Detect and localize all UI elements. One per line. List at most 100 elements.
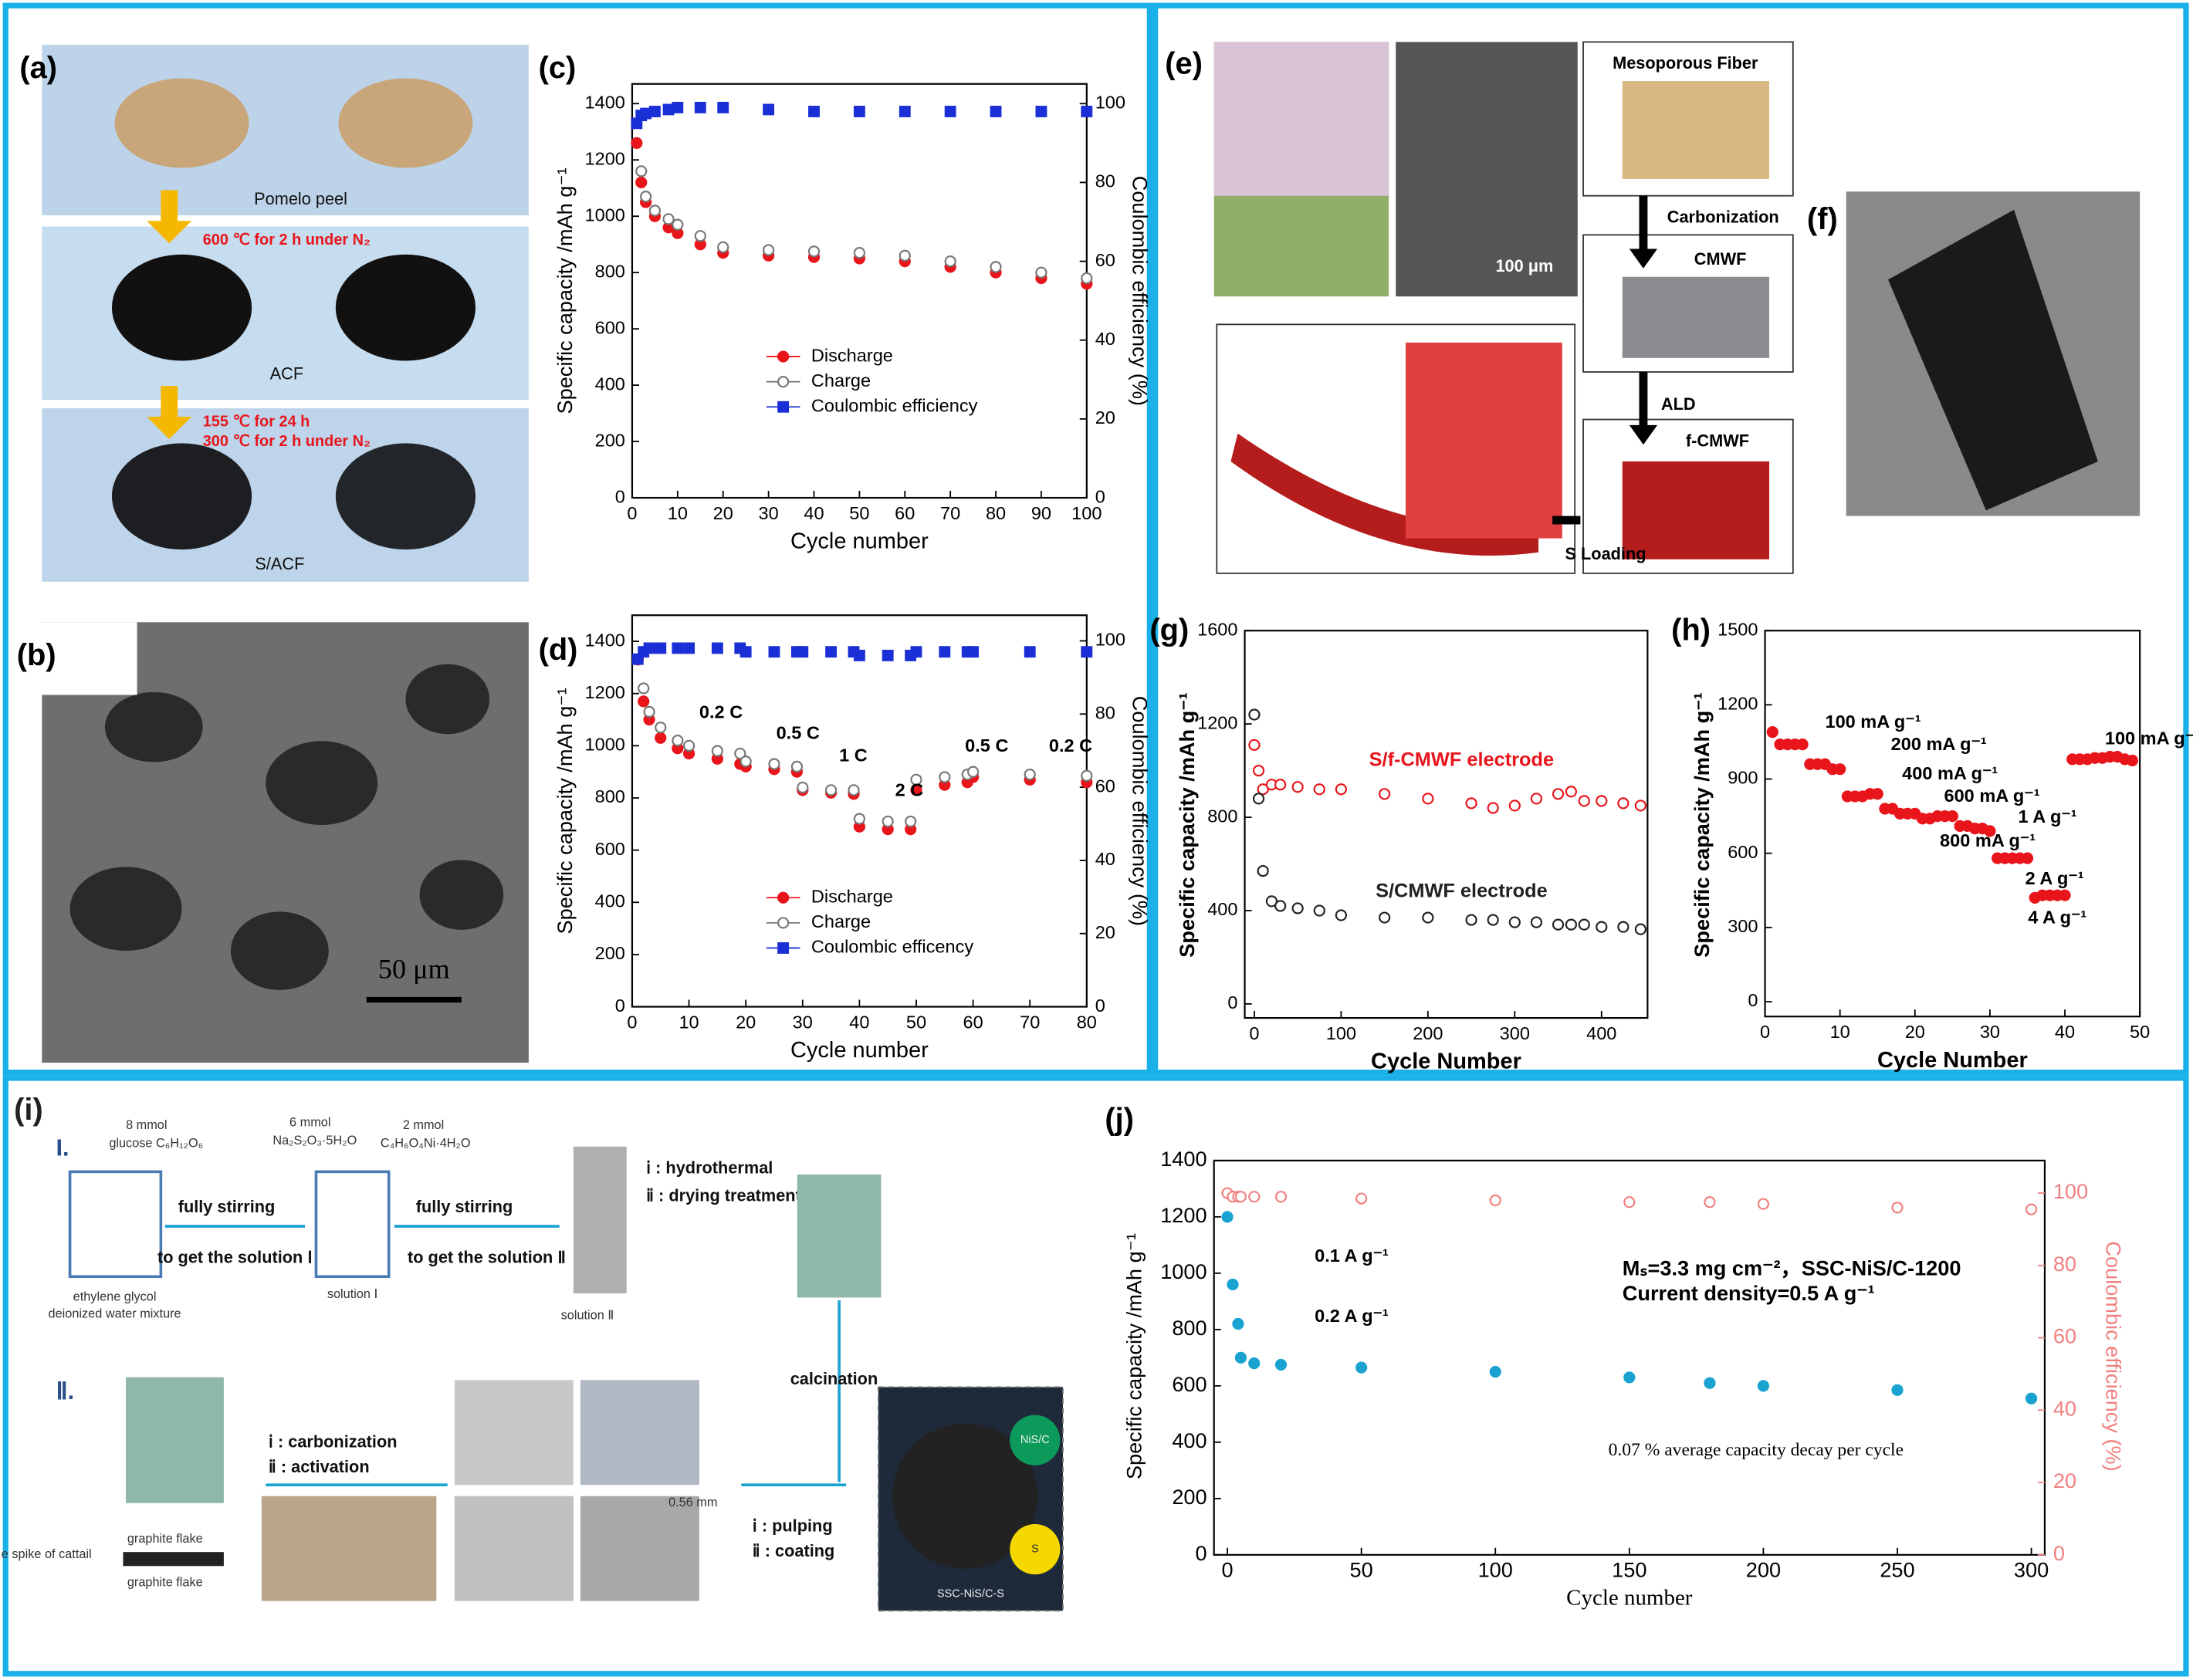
data-point (990, 106, 1002, 117)
x-axis-label: Cycle Number (1877, 1048, 2028, 1073)
reagent: 8 mmol (126, 1118, 167, 1132)
data-point (1232, 1317, 1244, 1330)
data-point (1257, 864, 1269, 877)
condition: 300 ℃ for 2 h under N₂ (203, 433, 371, 450)
data-point (734, 747, 746, 760)
y2-tick-label: 80 (1095, 702, 1115, 722)
data-point (1465, 914, 1477, 926)
step-text: ⅰ : pulping (753, 1516, 833, 1535)
y-tick-label: 1200 (585, 148, 625, 168)
data-point (1252, 764, 1265, 777)
step-text: ⅰ : hydrothermal (646, 1158, 773, 1177)
data-point (1704, 1196, 1716, 1208)
x-tick-label: 400 (1586, 1023, 1616, 1043)
caption: deionized water mixture (49, 1306, 181, 1320)
data-point (1578, 795, 1590, 807)
condition: 600 ℃ for 2 h under N₂ (203, 232, 371, 248)
y-tick-label: 1000 (1160, 1259, 1206, 1283)
y2-tick-label: 80 (2053, 1252, 2076, 1276)
x-tick-label: 10 (679, 1012, 699, 1033)
y-tick-label: 800 (1207, 806, 1237, 826)
legend-label: Coulombic efficiency (811, 395, 978, 415)
data-point (1291, 902, 1304, 914)
y-tick-label: 0 (1748, 990, 1758, 1010)
data-point (1757, 1198, 1770, 1210)
y-tick-label: 600 (595, 839, 625, 859)
data-point (638, 682, 650, 695)
data-point (1234, 1191, 1247, 1203)
data-point (1291, 781, 1304, 793)
x-tick-label: 0 (627, 1012, 637, 1033)
y2-tick-label: 20 (1095, 922, 1115, 942)
x-tick-label: 0 (1222, 1558, 1234, 1582)
series-label: S/f-CMWF electrode (1369, 749, 1555, 770)
data-point (1081, 106, 1093, 117)
data-point (1487, 914, 1499, 926)
data-point (1617, 921, 1630, 933)
data-point (1248, 1357, 1261, 1370)
annotation: 4 A g⁻¹ (2028, 908, 2086, 928)
data-point (1234, 1351, 1247, 1364)
panel-label: (a) (19, 51, 57, 85)
annotation: Mₛ=3.3 mg cm⁻²，SSC-NiS/C-1200 (1623, 1256, 1961, 1279)
y-tick-label: 600 (595, 317, 625, 337)
y-tick-label: 0 (615, 486, 625, 506)
y-tick-label: 600 (1172, 1372, 1206, 1396)
annotation: 1 C (839, 745, 868, 765)
sem-image (1396, 42, 1578, 297)
data-point (1704, 1377, 1716, 1389)
y-tick-label: 400 (595, 374, 625, 394)
annotation: 400 mA g⁻¹ (1902, 763, 1998, 783)
x-tick-label: 150 (1612, 1558, 1646, 1582)
data-point (2126, 754, 2139, 767)
data-point (1313, 783, 1325, 796)
caption: solution Ⅱ (561, 1308, 614, 1322)
data-point (967, 646, 980, 658)
data-point (1024, 768, 1036, 781)
data-point (797, 781, 809, 794)
y2-tick-label: 40 (1095, 849, 1115, 869)
data-point (1422, 911, 1434, 924)
legend-label: Coulombic efficency (811, 937, 974, 957)
step-text: ⅱ : activation (269, 1457, 370, 1476)
y-tick-label: 1400 (585, 92, 625, 112)
data-point (1274, 1358, 1288, 1371)
step-text: to get the solution Ⅱ (408, 1247, 566, 1266)
data-point (1257, 783, 1269, 796)
data-point (635, 176, 648, 189)
y2-axis-label: Coulombic efficiency (%) (1129, 696, 1152, 926)
legend-marker (777, 401, 790, 413)
step-text: calcination (790, 1369, 878, 1388)
legend-label: Charge (811, 370, 871, 390)
y-tick-label: 0 (1227, 992, 1237, 1012)
data-point (1335, 909, 1347, 921)
panel-label: (h) (1671, 614, 1711, 647)
data-point (1422, 793, 1434, 805)
label: Mesoporous Fiber (1613, 53, 1758, 73)
legend-marker (777, 917, 790, 929)
y-tick-label: 1200 (585, 682, 625, 702)
panel-label: (b) (17, 638, 56, 672)
data-point (966, 766, 980, 778)
caption: graphite flake (127, 1532, 203, 1546)
caption: NiS/C (1020, 1434, 1050, 1446)
panel-label: (e) (1165, 47, 1203, 81)
step-text: fully stirring (416, 1197, 513, 1216)
x-tick-label: 80 (986, 503, 1006, 523)
data-point (638, 695, 650, 708)
data-point (848, 784, 860, 796)
data-point (1623, 1371, 1636, 1384)
condition: 155 ℃ for 24 h (203, 413, 310, 430)
scale-bar: 50 μm (378, 954, 450, 985)
annotation: 0.2 C (1049, 735, 1092, 755)
data-point (1221, 1211, 1234, 1223)
annotation: 200 mA g⁻¹ (1891, 734, 1987, 754)
y-tick-label: 900 (1728, 768, 1758, 788)
y2-tick-label: 20 (1095, 407, 1115, 428)
y2-tick-label: 0 (2053, 1541, 2065, 1565)
data-point (2025, 1392, 2038, 1405)
step-text: ⅱ : drying treatment (646, 1186, 801, 1205)
x-tick-label: 0 (1249, 1023, 1259, 1043)
label: ALD (1661, 394, 1696, 414)
step-text: ⅱ : coating (753, 1541, 835, 1560)
